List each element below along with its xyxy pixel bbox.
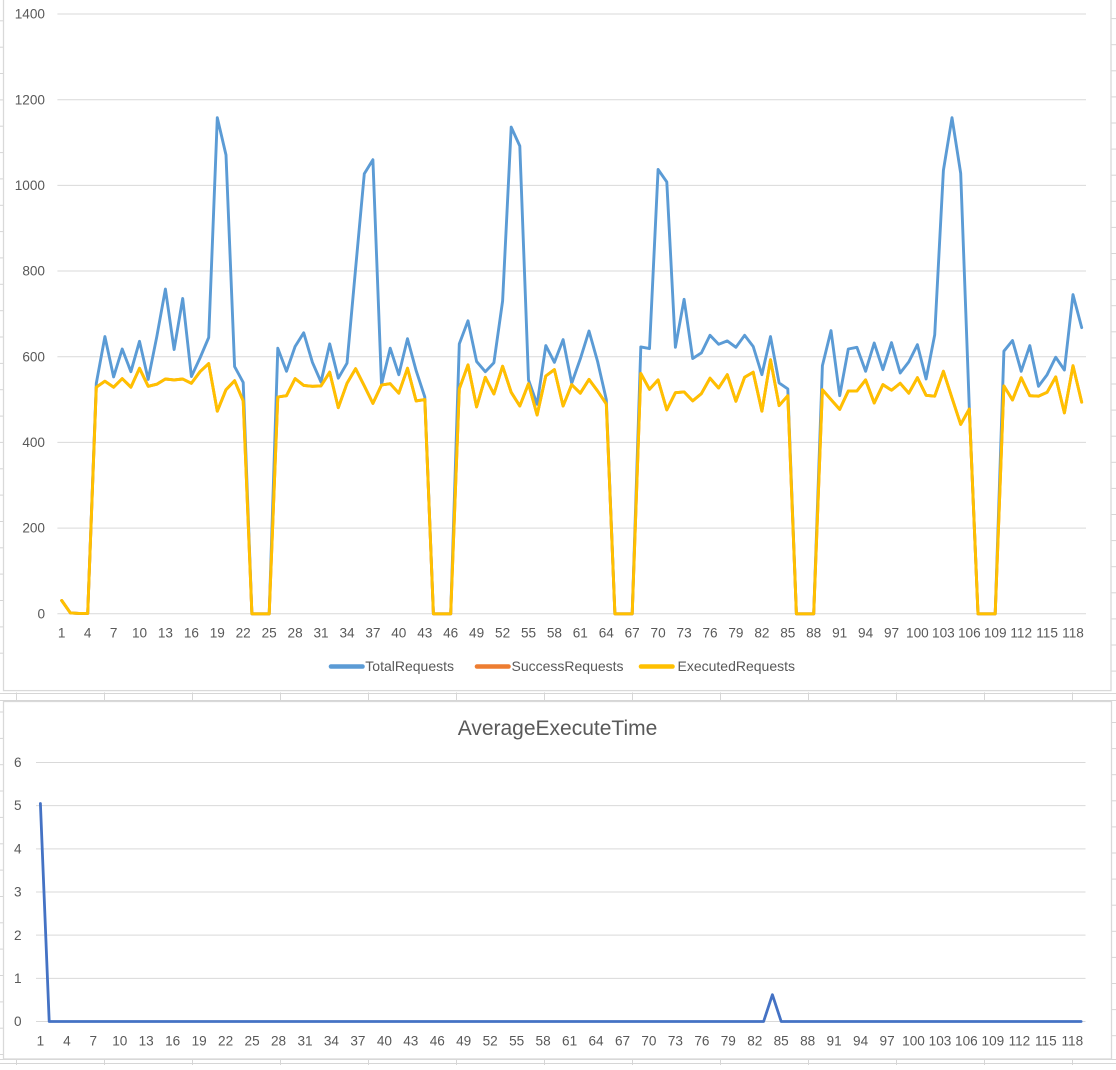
- svg-text:0: 0: [37, 606, 45, 621]
- svg-text:1: 1: [37, 1033, 45, 1048]
- svg-text:52: 52: [495, 626, 510, 641]
- svg-text:100: 100: [902, 1033, 925, 1048]
- svg-text:115: 115: [1036, 626, 1058, 641]
- svg-text:37: 37: [350, 1033, 365, 1048]
- svg-text:109: 109: [984, 626, 1007, 641]
- svg-text:52: 52: [483, 1033, 498, 1048]
- svg-text:600: 600: [22, 349, 45, 364]
- svg-text:64: 64: [599, 626, 615, 641]
- svg-text:31: 31: [313, 626, 328, 641]
- svg-text:106: 106: [958, 626, 981, 641]
- svg-text:31: 31: [297, 1033, 312, 1048]
- svg-text:4: 4: [84, 626, 92, 641]
- svg-text:112: 112: [1010, 626, 1032, 641]
- svg-text:61: 61: [573, 626, 588, 641]
- svg-text:46: 46: [443, 626, 458, 641]
- svg-text:1: 1: [14, 971, 22, 986]
- svg-text:800: 800: [22, 264, 45, 279]
- svg-text:88: 88: [806, 626, 821, 641]
- svg-text:1000: 1000: [15, 178, 46, 193]
- svg-text:5: 5: [14, 798, 22, 813]
- svg-text:6: 6: [14, 755, 22, 770]
- svg-text:16: 16: [184, 626, 199, 641]
- svg-text:22: 22: [218, 1033, 233, 1048]
- svg-text:2: 2: [14, 928, 22, 943]
- svg-text:7: 7: [90, 1033, 98, 1048]
- svg-text:13: 13: [158, 626, 173, 641]
- svg-text:94: 94: [858, 626, 874, 641]
- svg-text:85: 85: [774, 1033, 789, 1048]
- svg-text:79: 79: [728, 626, 743, 641]
- svg-text:1200: 1200: [15, 92, 46, 107]
- svg-text:28: 28: [288, 626, 303, 641]
- svg-text:SuccessRequests: SuccessRequests: [512, 658, 624, 674]
- svg-text:82: 82: [754, 626, 769, 641]
- svg-text:97: 97: [884, 626, 899, 641]
- svg-text:73: 73: [677, 626, 692, 641]
- svg-text:79: 79: [721, 1033, 736, 1048]
- svg-text:10: 10: [112, 1033, 128, 1048]
- svg-text:58: 58: [547, 626, 562, 641]
- svg-text:40: 40: [377, 1033, 393, 1048]
- svg-text:4: 4: [14, 841, 22, 856]
- svg-text:115: 115: [1035, 1033, 1057, 1048]
- svg-text:103: 103: [929, 1033, 952, 1048]
- svg-text:109: 109: [982, 1033, 1005, 1048]
- svg-text:4: 4: [63, 1033, 71, 1048]
- svg-text:103: 103: [932, 626, 955, 641]
- svg-text:106: 106: [955, 1033, 978, 1048]
- svg-text:1: 1: [58, 626, 66, 641]
- svg-text:70: 70: [651, 626, 667, 641]
- svg-text:112: 112: [1009, 1033, 1031, 1048]
- svg-text:43: 43: [417, 626, 432, 641]
- svg-text:82: 82: [747, 1033, 762, 1048]
- svg-text:0: 0: [14, 1014, 22, 1029]
- svg-text:58: 58: [536, 1033, 551, 1048]
- svg-text:49: 49: [469, 626, 484, 641]
- svg-text:118: 118: [1061, 1033, 1083, 1048]
- svg-text:64: 64: [588, 1033, 604, 1048]
- svg-text:19: 19: [192, 1033, 207, 1048]
- svg-text:34: 34: [339, 626, 355, 641]
- svg-text:25: 25: [245, 1033, 260, 1048]
- svg-text:7: 7: [110, 626, 118, 641]
- svg-text:13: 13: [139, 1033, 154, 1048]
- svg-text:37: 37: [365, 626, 380, 641]
- svg-text:76: 76: [702, 626, 717, 641]
- svg-text:76: 76: [694, 1033, 709, 1048]
- svg-text:40: 40: [391, 626, 407, 641]
- svg-text:1400: 1400: [15, 7, 46, 22]
- svg-text:97: 97: [880, 1033, 895, 1048]
- svg-text:10: 10: [132, 626, 148, 641]
- svg-text:25: 25: [262, 626, 277, 641]
- svg-text:28: 28: [271, 1033, 286, 1048]
- svg-text:91: 91: [827, 1033, 842, 1048]
- svg-text:70: 70: [641, 1033, 657, 1048]
- svg-text:34: 34: [324, 1033, 340, 1048]
- svg-text:200: 200: [22, 521, 45, 536]
- svg-text:AverageExecuteTime: AverageExecuteTime: [458, 717, 658, 740]
- svg-text:43: 43: [403, 1033, 418, 1048]
- svg-text:19: 19: [210, 626, 225, 641]
- svg-text:91: 91: [832, 626, 847, 641]
- svg-text:67: 67: [625, 626, 640, 641]
- svg-text:100: 100: [906, 626, 929, 641]
- svg-text:49: 49: [456, 1033, 471, 1048]
- svg-text:94: 94: [853, 1033, 869, 1048]
- svg-text:22: 22: [236, 626, 251, 641]
- svg-text:400: 400: [22, 435, 45, 450]
- svg-text:85: 85: [780, 626, 795, 641]
- svg-text:73: 73: [668, 1033, 683, 1048]
- svg-text:ExecutedRequests: ExecutedRequests: [678, 658, 796, 674]
- svg-text:55: 55: [509, 1033, 524, 1048]
- svg-text:55: 55: [521, 626, 536, 641]
- svg-text:3: 3: [14, 885, 22, 900]
- svg-text:TotalRequests: TotalRequests: [365, 658, 454, 674]
- svg-text:88: 88: [800, 1033, 815, 1048]
- svg-text:67: 67: [615, 1033, 630, 1048]
- svg-text:46: 46: [430, 1033, 445, 1048]
- svg-text:61: 61: [562, 1033, 577, 1048]
- svg-text:118: 118: [1062, 626, 1084, 641]
- svg-text:16: 16: [165, 1033, 180, 1048]
